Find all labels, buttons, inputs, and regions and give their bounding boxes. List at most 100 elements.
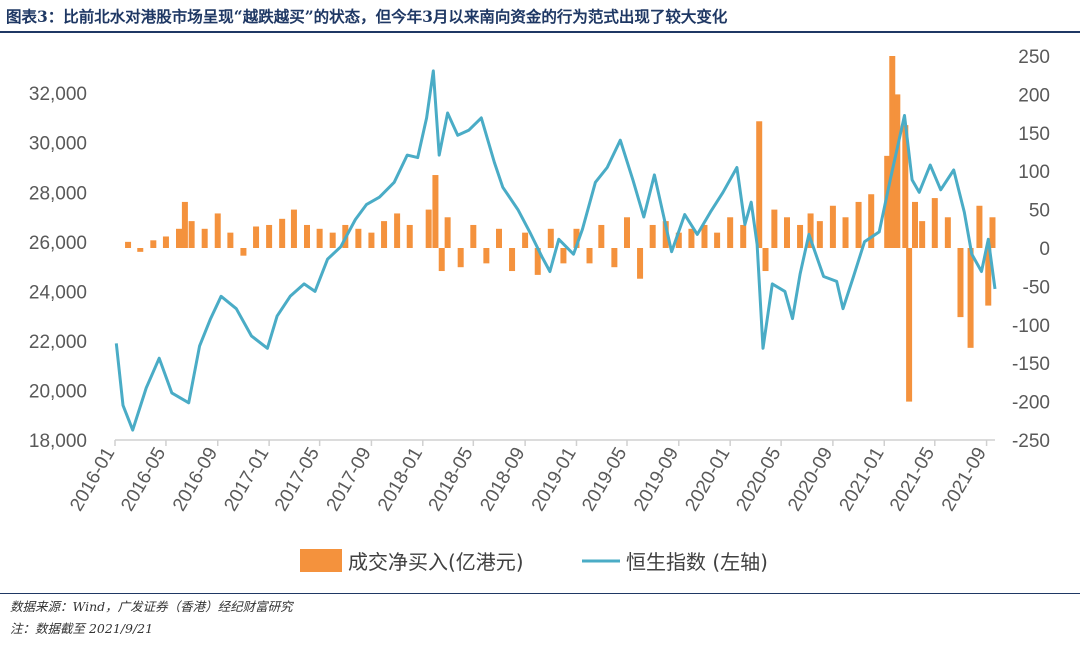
bar [425,209,432,248]
bar [624,217,630,248]
footer-divider [0,593,1080,594]
bar [816,221,823,248]
x-tick-label: 2019-01 [528,444,581,515]
right-tick-label: -100 [1012,316,1050,337]
bar [316,228,323,248]
bar [902,125,909,248]
source-note: 数据来源：Wind，广发证券（香港）经纪财富研究 [10,599,293,614]
bar [829,205,836,248]
bar [534,248,541,275]
x-tick-label: 2020-09 [784,444,837,515]
legend-bar-label: 成交净买入(亿港元) [348,550,524,574]
bar [444,217,451,248]
bar [304,224,310,248]
bar [432,175,439,248]
bar [675,232,682,248]
x-axis-ticks: 2016-012016-052016-092017-012017-052017-… [66,440,991,515]
x-tick-label: 2020-01 [681,444,734,515]
hsi-line [114,69,997,432]
bar [989,217,996,248]
x-tick-label: 2019-09 [630,444,683,515]
bar [894,94,901,249]
x-tick-label: 2017-01 [220,444,273,515]
bar [714,232,721,248]
left-tick-label: 18,000 [29,431,87,452]
bar [188,221,195,248]
bar [797,224,804,248]
bar [496,228,502,248]
x-tick-label: 2018-01 [374,444,427,515]
bar [573,228,580,248]
bar [522,232,529,248]
bar [701,224,708,248]
bar [438,248,445,272]
title-divider [0,31,1080,33]
x-tick-label: 2018-05 [425,444,478,515]
bar [756,121,763,248]
x-tick-label: 2019-05 [578,444,631,515]
x-tick-label: 2021-01 [836,444,889,515]
date-note: 注：数据截至 2021/9/21 [10,621,154,636]
bar [649,224,656,248]
x-tick-label: 2016-05 [117,444,170,515]
right-tick-label: -150 [1012,354,1050,375]
left-tick-label: 30,000 [29,134,87,155]
x-tick-label: 2016-09 [169,444,222,515]
bar [181,201,188,248]
bar [125,241,132,248]
bar [355,228,362,248]
bar [637,248,644,279]
bar [967,248,974,348]
bar [266,224,273,248]
bar [381,221,388,248]
bar [784,217,790,248]
bar [906,248,913,402]
bar [611,248,618,268]
bar [150,240,157,248]
bar [957,248,964,318]
net-buy-bars [125,56,996,402]
bar [162,236,169,248]
bar [214,213,221,248]
chart-area: 18,000 20,000 22,000 24,000 26,000 28,000 30,0… [29,47,1050,574]
left-tick-label: 20,000 [29,381,87,402]
bar [740,224,747,248]
right-tick-label: 0 [1039,239,1050,260]
bar [727,217,734,248]
right-tick-label: 150 [1018,124,1050,145]
bar [976,205,983,248]
bar [509,248,516,272]
right-tick-label: 250 [1018,47,1050,68]
bar [868,194,875,248]
x-tick-label: 2017-05 [271,444,324,515]
hsi-line-series [114,69,997,432]
legend-bar-swatch [300,549,342,572]
left-axis-ticks: 18,000 20,000 22,000 24,000 26,000 28,000 30,0… [29,84,87,452]
bar [253,226,260,248]
bar [884,155,891,248]
bar [368,232,375,248]
bar [329,232,336,248]
bar [560,248,567,264]
bar [137,248,144,252]
bar [586,248,593,264]
x-tick-label: 2018-09 [476,444,529,515]
bar [470,224,477,248]
bar [547,228,554,248]
legend-line-label: 恒生指数 (左轴) [626,550,768,574]
bar [598,224,605,248]
x-tick-label: 2021-09 [938,444,991,515]
bar [227,232,234,248]
bar [483,248,490,264]
chart-title: 图表3：比前北水对港股市场呈现“越跌越买”的状态，但今年3月以来南向资金的行为范… [6,7,728,26]
bar [201,228,208,248]
bar [771,209,778,248]
bar [919,221,926,248]
bar [176,228,182,248]
right-axis-ticks: -250 -200 -150 -100 -50 0 50 100 150 200 250 [1012,47,1050,452]
bar [944,217,951,248]
right-tick-label: 100 [1018,162,1050,183]
bar [807,213,814,248]
bar [912,201,918,248]
bar [406,224,413,248]
